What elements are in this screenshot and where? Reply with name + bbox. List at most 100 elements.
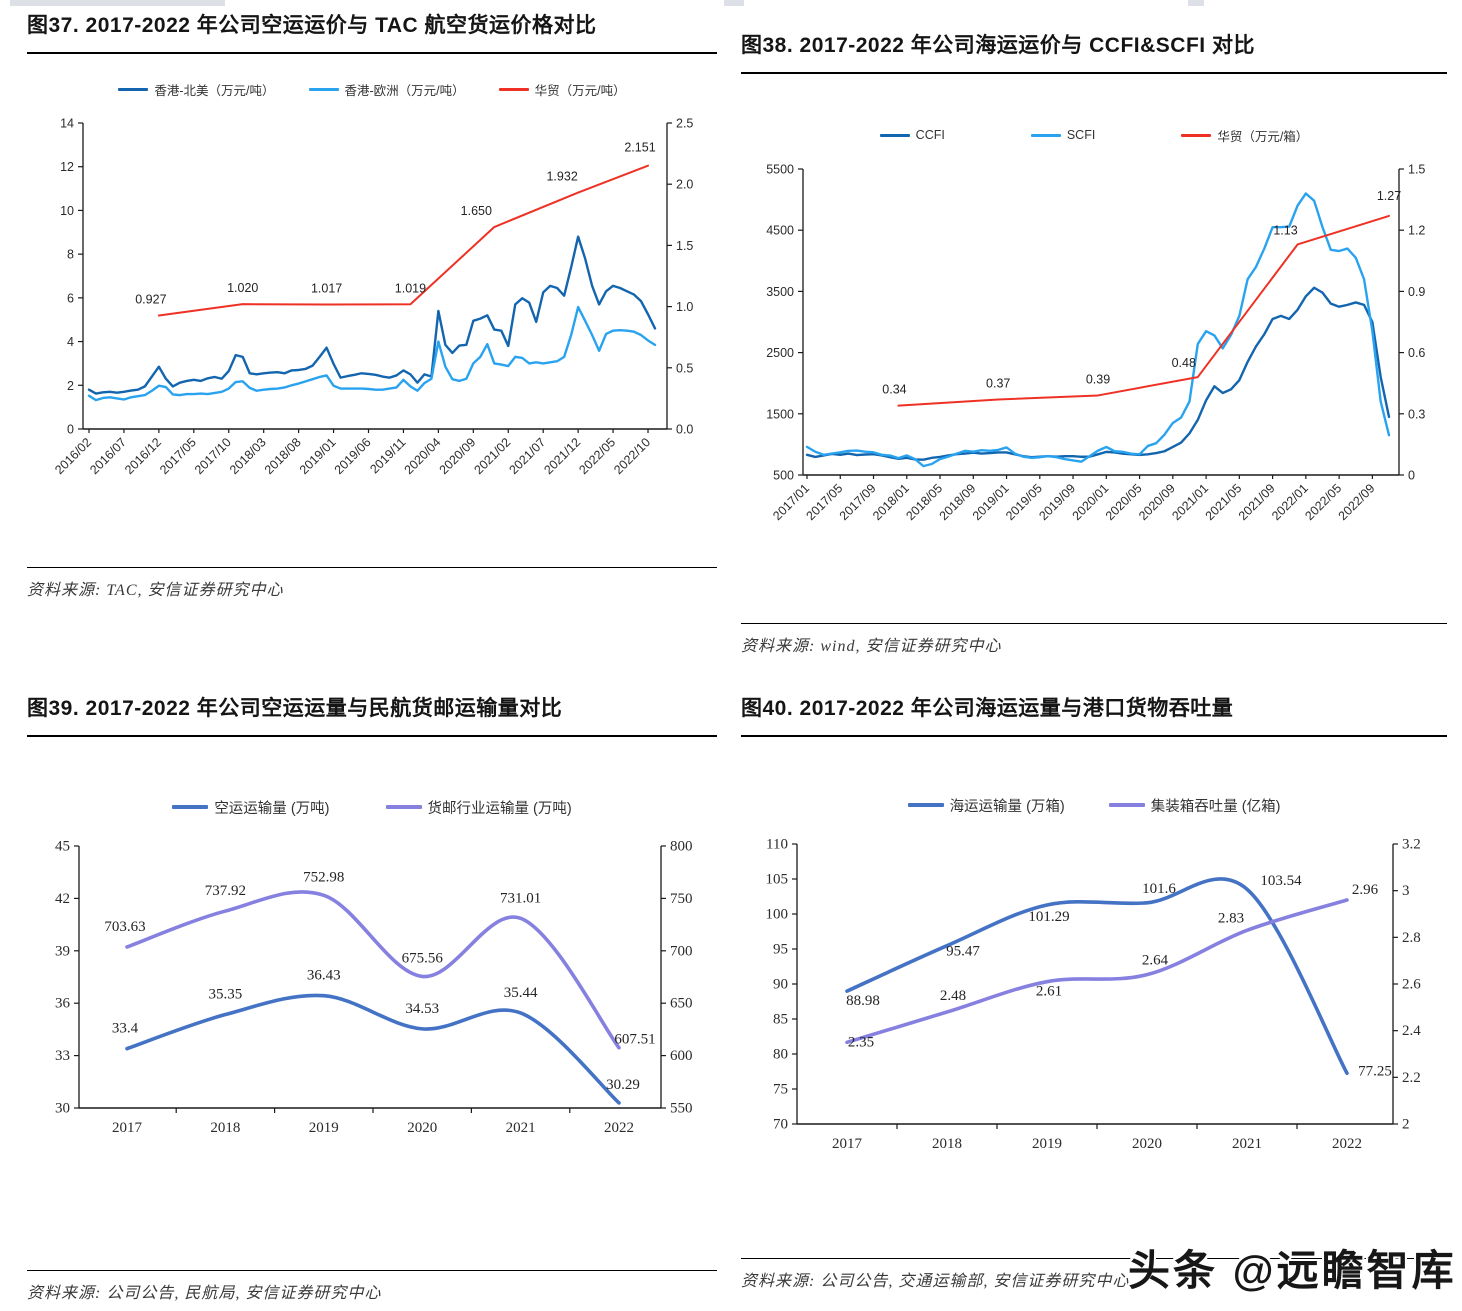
svg-text:2018/03: 2018/03: [227, 435, 269, 477]
legend-item-label: 香港-北美（万元/吨）: [154, 83, 275, 98]
svg-text:42: 42: [55, 890, 70, 906]
data-label: 752.98: [303, 869, 344, 885]
legend-item-label: 香港-欧洲（万元/吨）: [344, 83, 465, 98]
svg-text:0: 0: [1408, 468, 1415, 482]
legend-item: SCFI: [1030, 128, 1095, 142]
svg-text:110: 110: [766, 836, 788, 852]
svg-text:2.4: 2.4: [1402, 1023, 1421, 1039]
figure-39-source: 资料来源: 公司公告, 民航局, 安信证券研究中心: [27, 1269, 717, 1303]
svg-text:600: 600: [670, 1048, 693, 1064]
legend-item: 货邮行业运输量 (万吨): [385, 797, 572, 818]
figure-40: 图40. 2017-2022 年公司海运运量与港口货物吞吐量 海运运输量 (万箱…: [741, 693, 1447, 1291]
svg-text:10: 10: [60, 203, 74, 217]
svg-text:2021/07: 2021/07: [506, 435, 548, 477]
data-label: 88.98: [846, 993, 880, 1009]
svg-text:2.0: 2.0: [676, 177, 693, 191]
svg-text:700: 700: [670, 943, 693, 959]
svg-text:2500: 2500: [766, 346, 794, 360]
figure-37: 图37. 2017-2022 年公司空运运价与 TAC 航空货运价格对比 香港-…: [27, 10, 717, 600]
svg-text:750: 750: [670, 890, 693, 906]
svg-text:2022/09: 2022/09: [1336, 481, 1378, 523]
svg-text:2.5: 2.5: [676, 116, 693, 130]
svg-text:0: 0: [67, 422, 74, 436]
figure-37-chart: 香港-北美（万元/吨） 香港-欧洲（万元/吨） 华贸（万元/吨） 0 2 4 6 8 10 12 1…: [27, 79, 717, 511]
figure-37-title: 图37. 2017-2022 年公司空运运价与 TAC 航空货运价格对比: [27, 10, 717, 54]
svg-text:2016/12: 2016/12: [122, 435, 164, 477]
legend-item: 华贸（万元/箱）: [1181, 126, 1308, 145]
chart-canvas: 500 1500 2500 3500 4500 5500 0 0.3 0.6 0.9 1.2 1.5 2…: [766, 162, 1425, 523]
legend-line-swatch: [498, 87, 529, 91]
data-label: 1.020: [227, 281, 258, 295]
svg-text:70: 70: [773, 1116, 788, 1132]
svg-text:2022/10: 2022/10: [611, 435, 653, 477]
svg-text:85: 85: [773, 1011, 788, 1027]
data-label: 2.64: [1142, 952, 1169, 968]
svg-text:2018: 2018: [932, 1136, 962, 1152]
chart-legend: 空运运输量 (万吨) 货邮行业运输量 (万吨): [27, 797, 717, 818]
svg-text:2019: 2019: [1032, 1136, 1062, 1152]
legend-item-label: 海运运输量 (万箱): [949, 798, 1065, 815]
figure-39: 图39. 2017-2022 年公司空运运量与民航货邮运输量对比 空运运输量 (…: [27, 693, 717, 1303]
data-label: 2.151: [624, 140, 655, 154]
svg-text:1.5: 1.5: [676, 238, 693, 252]
figure-39-title: 图39. 2017-2022 年公司空运运量与民航货邮运输量对比: [27, 693, 717, 737]
legend-line-swatch: [385, 805, 422, 809]
data-label: 675.56: [402, 950, 444, 966]
svg-text:2022: 2022: [604, 1120, 634, 1136]
svg-text:0.6: 0.6: [1408, 346, 1425, 360]
svg-text:6: 6: [67, 291, 74, 305]
legend-item-label: 空运运输量 (万吨): [214, 800, 330, 817]
svg-text:2021/02: 2021/02: [472, 435, 514, 477]
data-label: 1.019: [395, 281, 426, 295]
page-edge-artifact: [1188, 0, 1204, 6]
svg-text:2021: 2021: [506, 1120, 536, 1136]
legend-item: 香港-欧洲（万元/吨）: [308, 80, 465, 99]
svg-text:2: 2: [67, 378, 74, 392]
data-label: 34.53: [405, 1000, 439, 1016]
legend-line-swatch: [118, 87, 149, 91]
svg-text:2020: 2020: [1132, 1136, 1162, 1152]
data-label: 607.51: [614, 1031, 655, 1047]
svg-text:2022/05: 2022/05: [576, 435, 618, 477]
svg-text:0.5: 0.5: [676, 361, 693, 375]
data-label: 35.35: [209, 986, 243, 1002]
svg-text:2017/10: 2017/10: [192, 435, 234, 477]
svg-text:2021: 2021: [1232, 1136, 1262, 1152]
legend-item-label: 货邮行业运输量 (万吨): [427, 800, 572, 817]
svg-text:4500: 4500: [766, 223, 794, 237]
data-label: 0.34: [882, 382, 906, 396]
svg-text:39: 39: [55, 943, 70, 959]
svg-text:3.2: 3.2: [1402, 836, 1421, 852]
data-label: 1.932: [546, 169, 577, 183]
svg-text:5500: 5500: [766, 162, 794, 176]
legend-line-swatch: [1108, 803, 1145, 807]
svg-text:4: 4: [67, 335, 74, 349]
svg-text:33: 33: [55, 1048, 70, 1064]
legend-item: 香港-北美（万元/吨）: [118, 80, 275, 99]
figure-40-title: 图40. 2017-2022 年公司海运运量与港口货物吞吐量: [741, 693, 1447, 737]
data-label: 1.017: [311, 281, 342, 295]
svg-text:2019/01: 2019/01: [297, 435, 339, 477]
figure-39-chart: 空运运输量 (万吨) 货邮行业运输量 (万吨) 30 33 36 39 42 45 550 600…: [27, 796, 717, 1160]
page-edge-artifact: [724, 0, 744, 6]
svg-text:2019/11: 2019/11: [367, 435, 408, 476]
svg-text:2.8: 2.8: [1402, 929, 1421, 945]
figure-38-source: 资料来源: wind, 安信证券研究中心: [741, 622, 1447, 656]
data-label: 2.61: [1036, 983, 1062, 999]
data-label: 2.48: [940, 988, 966, 1004]
data-label: 0.48: [1172, 356, 1196, 370]
data-label: 1.27: [1377, 188, 1401, 202]
svg-text:2.2: 2.2: [1402, 1069, 1421, 1085]
legend-item: 华贸（万元/吨）: [498, 80, 626, 99]
svg-text:1500: 1500: [766, 407, 794, 421]
data-label: 2.35: [848, 1034, 874, 1050]
svg-text:550: 550: [670, 1100, 693, 1116]
data-label: 95.47: [946, 943, 980, 959]
chart-legend: CCFI SCFI 华贸（万元/箱）: [741, 126, 1447, 145]
data-label: 2.83: [1218, 910, 1244, 926]
legend-line-swatch: [879, 133, 910, 137]
svg-text:500: 500: [773, 468, 794, 482]
legend-item-label: 华贸（万元/箱）: [1217, 129, 1309, 144]
svg-text:1.2: 1.2: [1408, 223, 1425, 237]
